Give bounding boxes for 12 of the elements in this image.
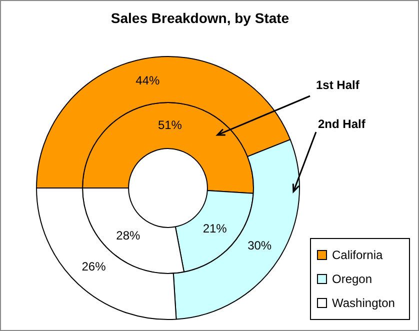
legend-label: California xyxy=(332,248,383,262)
slice-label: 1st Half xyxy=(316,78,360,92)
data-label: 28% xyxy=(116,228,141,242)
chart-title: Sales Breakdown, by State xyxy=(110,10,290,26)
legend-label: Washington xyxy=(332,296,395,310)
data-label: 51% xyxy=(158,118,182,132)
legend-label: Oregon xyxy=(332,272,372,286)
slice-label: 2nd Half xyxy=(318,117,366,131)
data-label: 26% xyxy=(82,259,106,274)
data-label: 21% xyxy=(202,222,228,236)
data-label: 44% xyxy=(136,74,160,88)
data-label: 30% xyxy=(248,238,272,252)
